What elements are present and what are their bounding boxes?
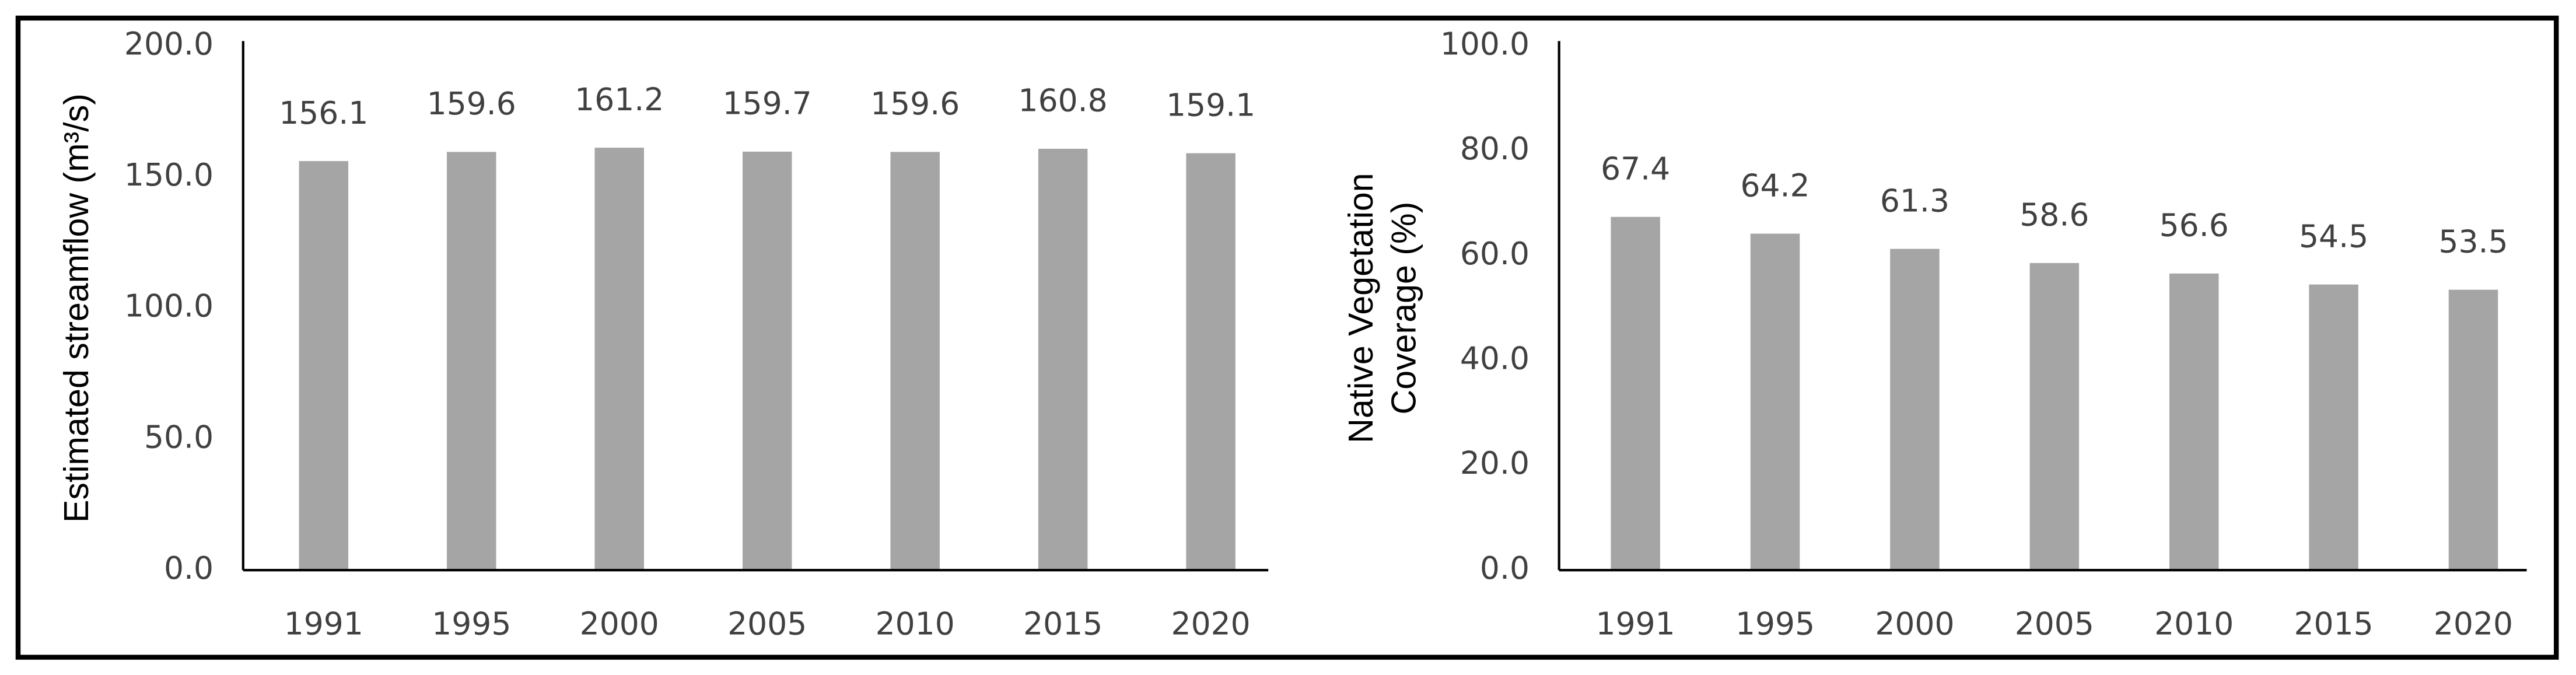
- x-tick-label: 2015: [2294, 606, 2374, 642]
- bar: [594, 148, 644, 571]
- y-tick-label: 0.0: [1480, 550, 1530, 586]
- data-label: 64.2: [1740, 167, 1810, 204]
- y-tick-label: 80.0: [1460, 130, 1530, 167]
- data-label: 159.6: [427, 85, 516, 122]
- data-label: 53.5: [2438, 223, 2508, 260]
- x-tick-label: 2000: [1875, 606, 1954, 642]
- y-tick-label: 50.0: [144, 418, 214, 455]
- bar: [742, 151, 792, 571]
- x-tick-label: 1991: [1596, 606, 1675, 642]
- bar: [2309, 284, 2358, 571]
- y-tick-label: 200.0: [124, 26, 214, 62]
- bar: [1038, 148, 1088, 571]
- bar: [890, 152, 940, 571]
- bar: [2029, 263, 2080, 571]
- data-label: 56.6: [2160, 207, 2229, 244]
- y-tick-label: 0.0: [164, 550, 214, 586]
- bar: [447, 152, 496, 571]
- bar: [1890, 249, 1940, 571]
- data-label: 161.2: [575, 81, 664, 118]
- y-tick-label: 100.0: [124, 288, 214, 324]
- data-label: 67.4: [1601, 151, 1670, 187]
- data-label: 159.1: [1166, 86, 1255, 123]
- y-tick-label: 100.0: [1440, 26, 1530, 62]
- x-tick-label: 2005: [727, 606, 807, 642]
- y-tick-label: 150.0: [124, 156, 214, 193]
- bar: [299, 161, 349, 571]
- bar: [1611, 216, 1660, 571]
- x-tick-label: 1995: [432, 606, 511, 642]
- y-axis-label: Estimated streamflow (m³/s): [57, 93, 96, 523]
- x-tick-label: 2010: [876, 606, 955, 642]
- x-tick-label: 2015: [1023, 606, 1102, 642]
- x-tick-label: 2000: [580, 606, 659, 642]
- y-tick-label: 60.0: [1460, 235, 1530, 272]
- data-label: 156.1: [279, 95, 368, 131]
- frame: [15, 15, 2559, 660]
- data-label: 160.8: [1019, 82, 1108, 119]
- x-tick-label: 2020: [2434, 606, 2513, 642]
- data-label: 61.3: [1880, 182, 1950, 219]
- bar: [2448, 289, 2498, 571]
- x-tick-label: 1991: [284, 606, 363, 642]
- x-tick-label: 2005: [2015, 606, 2094, 642]
- bar: [1186, 153, 1236, 571]
- bar: [2169, 273, 2219, 571]
- y-axis-label: Coverage (%): [1384, 202, 1423, 415]
- y-tick-label: 40.0: [1460, 340, 1530, 377]
- x-tick-label: 2010: [2154, 606, 2234, 642]
- data-label: 159.6: [870, 85, 960, 122]
- x-tick-label: 1995: [1735, 606, 1815, 642]
- bar: [1750, 233, 1800, 571]
- x-tick-label: 2020: [1171, 606, 1251, 642]
- data-label: 54.5: [2299, 218, 2368, 254]
- data-label: 58.6: [2020, 197, 2089, 233]
- y-axis-label: Native Vegetation: [1341, 173, 1380, 443]
- data-label: 159.7: [723, 85, 812, 122]
- y-tick-label: 20.0: [1460, 445, 1530, 481]
